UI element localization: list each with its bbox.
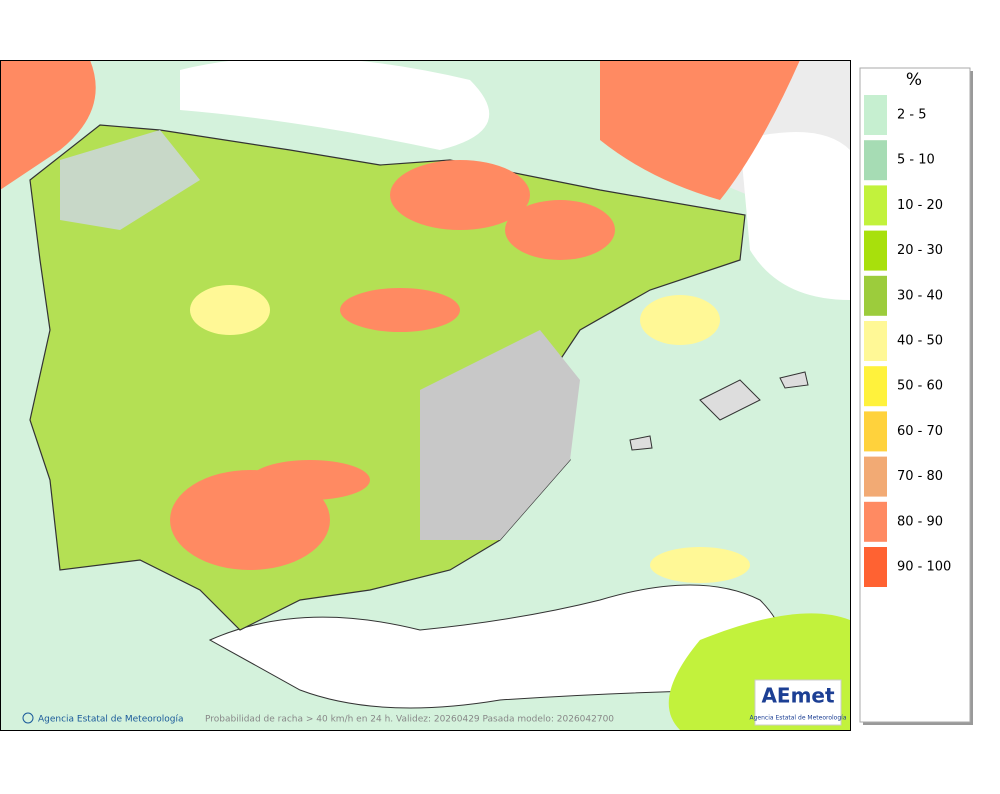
legend-label: 50 - 60 (897, 379, 943, 394)
legend-swatch (864, 547, 887, 587)
caption: Probabilidad de racha > 40 km/h en 24 h.… (205, 715, 614, 725)
legend-swatch (864, 230, 887, 271)
high-prob-area (250, 460, 370, 500)
africa-coast (208, 584, 788, 709)
high-prob-area (505, 200, 615, 260)
island (779, 371, 809, 389)
legend-swatch (864, 275, 887, 316)
legend-swatch (864, 95, 887, 135)
mid-prob-area (640, 295, 720, 345)
mid-prob-area (650, 547, 750, 583)
logo: AEmet (761, 684, 835, 708)
map (0, 60, 850, 730)
island (699, 379, 761, 421)
logo-box (754, 679, 842, 726)
cloud-free-area (180, 60, 490, 150)
sea-clear (740, 132, 850, 300)
legend-label: 80 - 90 (897, 514, 943, 529)
legend-label: 20 - 30 (897, 243, 943, 258)
legend-swatch (864, 366, 887, 407)
legend-title: % (906, 70, 922, 90)
legend-swatch (864, 501, 887, 542)
high-prob-area (340, 288, 460, 332)
low-prob-area (60, 130, 200, 230)
legend-swatch (864, 411, 887, 452)
legend-label: 30 - 40 (897, 288, 943, 303)
logo-subtitle: Agencia Estatal de Meteorología (750, 715, 847, 722)
legend-label: 90 - 100 (897, 560, 951, 575)
copyright-icon (22, 712, 34, 724)
high-prob-area (600, 60, 800, 200)
legend-label: 5 - 10 (897, 153, 935, 168)
legend-swatch (864, 140, 887, 181)
low-prob-area (420, 330, 580, 540)
legend-label: 40 - 50 (897, 334, 943, 349)
legend-items: 2 - 5 5 - 10 10 - 20 20 - 30 30 - 40 40 - 50 5… (864, 95, 951, 587)
mid-prob-area (190, 285, 270, 335)
legend-label: 2 - 5 (897, 108, 927, 123)
legend-swatch (864, 321, 887, 361)
legend-swatch (864, 185, 887, 226)
high-prob-area (0, 60, 96, 190)
legend-label: 70 - 80 (897, 469, 943, 484)
island (629, 435, 653, 451)
legend-label: 60 - 70 (897, 424, 943, 439)
legend-label: 10 - 20 (897, 198, 943, 213)
legend-swatch (864, 456, 887, 497)
high-prob-area (390, 160, 530, 230)
map-frame (0, 60, 851, 731)
credit: Agencia Estatal de Meteorología (38, 715, 184, 725)
